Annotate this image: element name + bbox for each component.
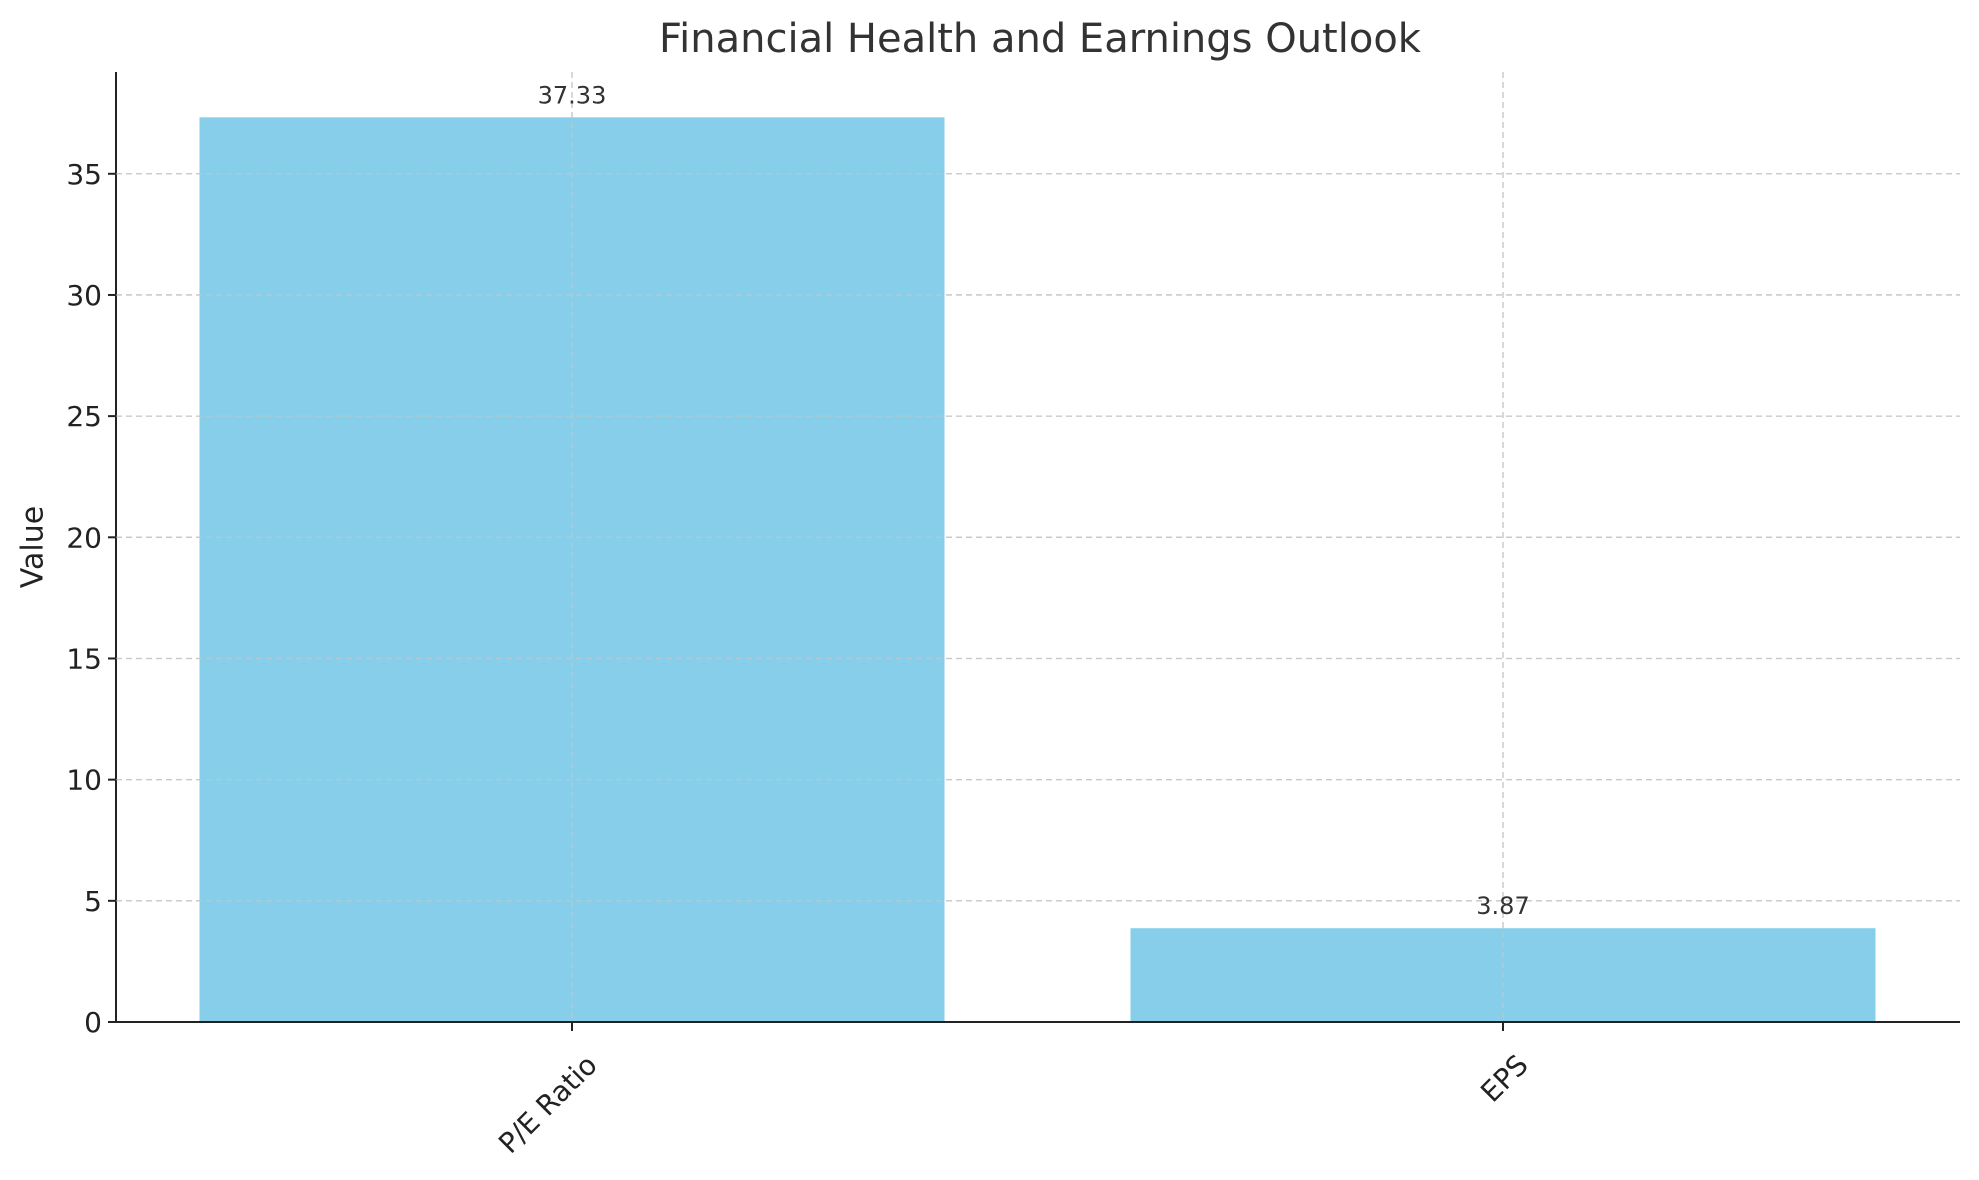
y-tick-label: 5 (84, 885, 102, 918)
y-tick-label: 0 (84, 1006, 102, 1039)
y-axis-label: Value (16, 506, 51, 588)
y-tick-label: 20 (66, 521, 102, 554)
data-label: 3.87 (1476, 892, 1529, 920)
x-tick-label: P/E Ratio (492, 1048, 604, 1160)
chart-title: Financial Health and Earnings Outlook (659, 16, 1422, 62)
bar (199, 117, 945, 1023)
bars (199, 117, 1876, 1023)
x-tick-label: EPS (1474, 1048, 1534, 1108)
data-label: 37.33 (538, 81, 607, 109)
y-tick-label: 15 (66, 642, 102, 675)
labels: 0 5 10 15 20 25 30 35 37.33 3.87 P/E Ratio EPS (66, 72, 1960, 1160)
y-tick-label: 10 (66, 764, 102, 797)
y-tick-label: 30 (66, 279, 102, 312)
y-tick-label: 35 (66, 158, 102, 191)
axes (108, 72, 1960, 1031)
y-tick-label: 25 (66, 400, 102, 433)
